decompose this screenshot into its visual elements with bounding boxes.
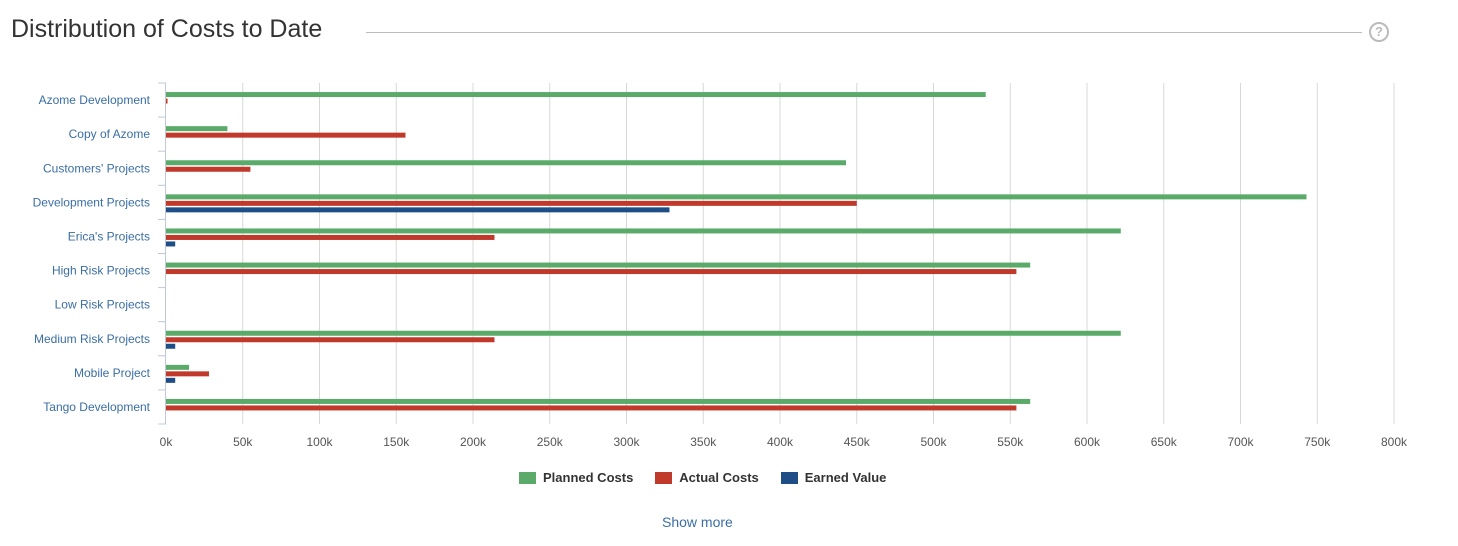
legend-swatch — [780, 471, 798, 484]
x-tick-label: 0k — [160, 435, 174, 449]
category-label[interactable]: Tango Development — [43, 400, 150, 414]
bar-planned-costs[interactable] — [166, 364, 190, 370]
bar-actual-costs[interactable] — [166, 371, 209, 377]
legend-item[interactable]: Planned Costs — [519, 470, 633, 485]
bar-actual-costs[interactable] — [166, 405, 1017, 411]
bar-planned-costs[interactable] — [166, 194, 1307, 200]
bar-actual-costs[interactable] — [166, 234, 495, 240]
bar-chart: 0k 50k 100k 150k 200k 250k 300k 350k 400k 450k 500… — [33, 82, 1408, 449]
legend-swatch — [519, 471, 536, 484]
x-tick-label: 800k — [1381, 435, 1408, 449]
bar-actual-costs[interactable] — [166, 132, 406, 138]
bar-planned-costs[interactable] — [166, 92, 986, 98]
bar-planned-costs[interactable] — [166, 262, 1031, 268]
bar-actual-costs[interactable] — [166, 200, 857, 206]
x-tick-label: 100k — [306, 435, 333, 449]
show-more-link[interactable]: Show more — [662, 514, 733, 530]
bar-earned-value[interactable] — [166, 207, 670, 213]
x-tick-label: 750k — [1304, 435, 1331, 449]
category-label[interactable]: Copy of Azome — [69, 127, 151, 141]
legend-swatch — [655, 471, 673, 484]
bar-planned-costs[interactable] — [166, 228, 1121, 234]
category-label[interactable]: High Risk Projects — [52, 264, 150, 278]
x-tick-label: 250k — [537, 435, 564, 449]
legend-item[interactable]: Actual Costs — [655, 470, 759, 485]
x-tick-label: 450k — [844, 435, 871, 449]
category-label[interactable]: Erica's Projects — [68, 229, 150, 243]
x-tick-label: 50k — [233, 435, 253, 449]
category-label[interactable]: Azome Development — [39, 93, 151, 107]
bar-earned-value[interactable] — [166, 377, 176, 383]
legend: Planned Costs Actual Costs Earned Value — [519, 470, 886, 485]
x-tick-label: 600k — [1074, 435, 1101, 449]
legend-item[interactable]: Earned Value — [780, 470, 887, 485]
bar-planned-costs[interactable] — [166, 160, 847, 166]
legend-label: Earned Value — [804, 470, 887, 485]
bar-actual-costs[interactable] — [166, 98, 168, 104]
category-label[interactable]: Mobile Project — [74, 366, 151, 380]
x-tick-label: 350k — [690, 435, 717, 449]
category-label[interactable]: Medium Risk Projects — [34, 332, 150, 346]
category-label[interactable]: Customers' Projects — [43, 161, 150, 175]
x-tick-label: 500k — [920, 435, 947, 449]
bar-planned-costs[interactable] — [166, 126, 228, 132]
bar-earned-value[interactable] — [166, 241, 176, 247]
legend-label: Actual Costs — [679, 470, 759, 485]
bar-actual-costs[interactable] — [166, 166, 251, 172]
x-tick-label: 200k — [460, 435, 487, 449]
category-label[interactable]: Low Risk Projects — [55, 298, 150, 312]
x-tick-label: 650k — [1151, 435, 1178, 449]
bar-actual-costs[interactable] — [166, 337, 495, 343]
category-label[interactable]: Development Projects — [33, 195, 150, 209]
bar-planned-costs[interactable] — [166, 330, 1121, 336]
x-tick-label: 700k — [1227, 435, 1254, 449]
bar-earned-value[interactable] — [166, 343, 176, 349]
bar-actual-costs[interactable] — [166, 269, 1017, 275]
question-circle-icon[interactable]: ? — [1369, 22, 1389, 42]
x-tick-label: 150k — [383, 435, 410, 449]
legend-label: Planned Costs — [543, 470, 634, 485]
x-tick-label: 400k — [767, 435, 794, 449]
bar-planned-costs[interactable] — [166, 398, 1031, 404]
page-title: Distribution of Costs to Date — [11, 15, 323, 43]
x-tick-label: 300k — [613, 435, 640, 449]
title-divider — [366, 32, 1362, 33]
x-tick-label: 550k — [997, 435, 1024, 449]
